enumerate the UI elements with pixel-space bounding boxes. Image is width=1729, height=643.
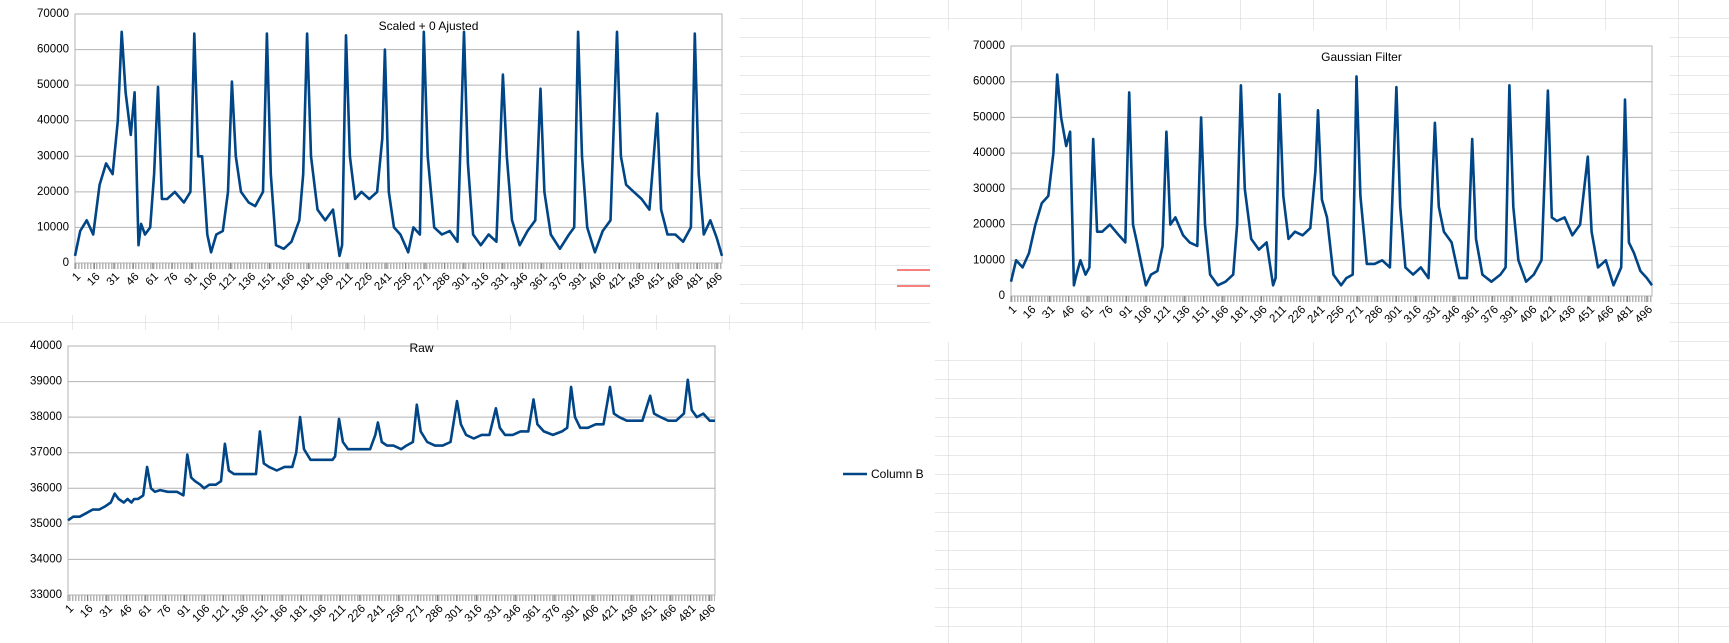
y-tick-label: 70000 <box>973 40 1005 52</box>
y-tick-label: 20000 <box>973 219 1005 231</box>
x-axis-minor-ticks <box>1011 296 1652 302</box>
y-tick-label: 30000 <box>37 150 69 162</box>
y-tick-label: 10000 <box>973 254 1005 266</box>
y-tick-label: 40000 <box>973 147 1005 159</box>
chart-title: Raw <box>409 341 433 355</box>
y-tick-label: 60000 <box>973 76 1005 88</box>
data-line <box>73 30 724 258</box>
y-tick-label: 50000 <box>37 79 69 91</box>
y-tick-label: 70000 <box>37 8 69 20</box>
data-line <box>1009 73 1654 287</box>
y-tick-label: 36000 <box>30 482 62 494</box>
y-tick-label: 39000 <box>30 376 62 388</box>
y-tick-label: 38000 <box>30 411 62 423</box>
y-tick-label: 35000 <box>30 518 62 530</box>
y-tick-label: 40000 <box>30 340 62 352</box>
plot-area <box>74 13 723 264</box>
y-tick-label: 0 <box>63 257 69 269</box>
y-tick-label: 10000 <box>37 221 69 233</box>
y-tick-label: 34000 <box>30 553 62 565</box>
data-line <box>67 378 715 522</box>
y-tick-label: 33000 <box>30 589 62 601</box>
plot-area <box>67 345 716 596</box>
y-tick-label: 37000 <box>30 447 62 459</box>
y-tick-label: 60000 <box>37 44 69 56</box>
y-tick-label: 30000 <box>973 183 1005 195</box>
x-axis-minor-ticks <box>75 263 722 269</box>
x-axis-minor-ticks <box>68 595 715 601</box>
y-tick-label: 50000 <box>973 111 1005 123</box>
y-tick-label: 0 <box>999 290 1005 302</box>
chart-title: Gaussian Filter <box>1321 50 1402 64</box>
y-tick-label: 20000 <box>37 186 69 198</box>
y-tick-label: 40000 <box>37 115 69 127</box>
chart-title: Scaled + 0 Ajusted <box>379 19 479 33</box>
legend-label: Column B <box>871 467 924 481</box>
